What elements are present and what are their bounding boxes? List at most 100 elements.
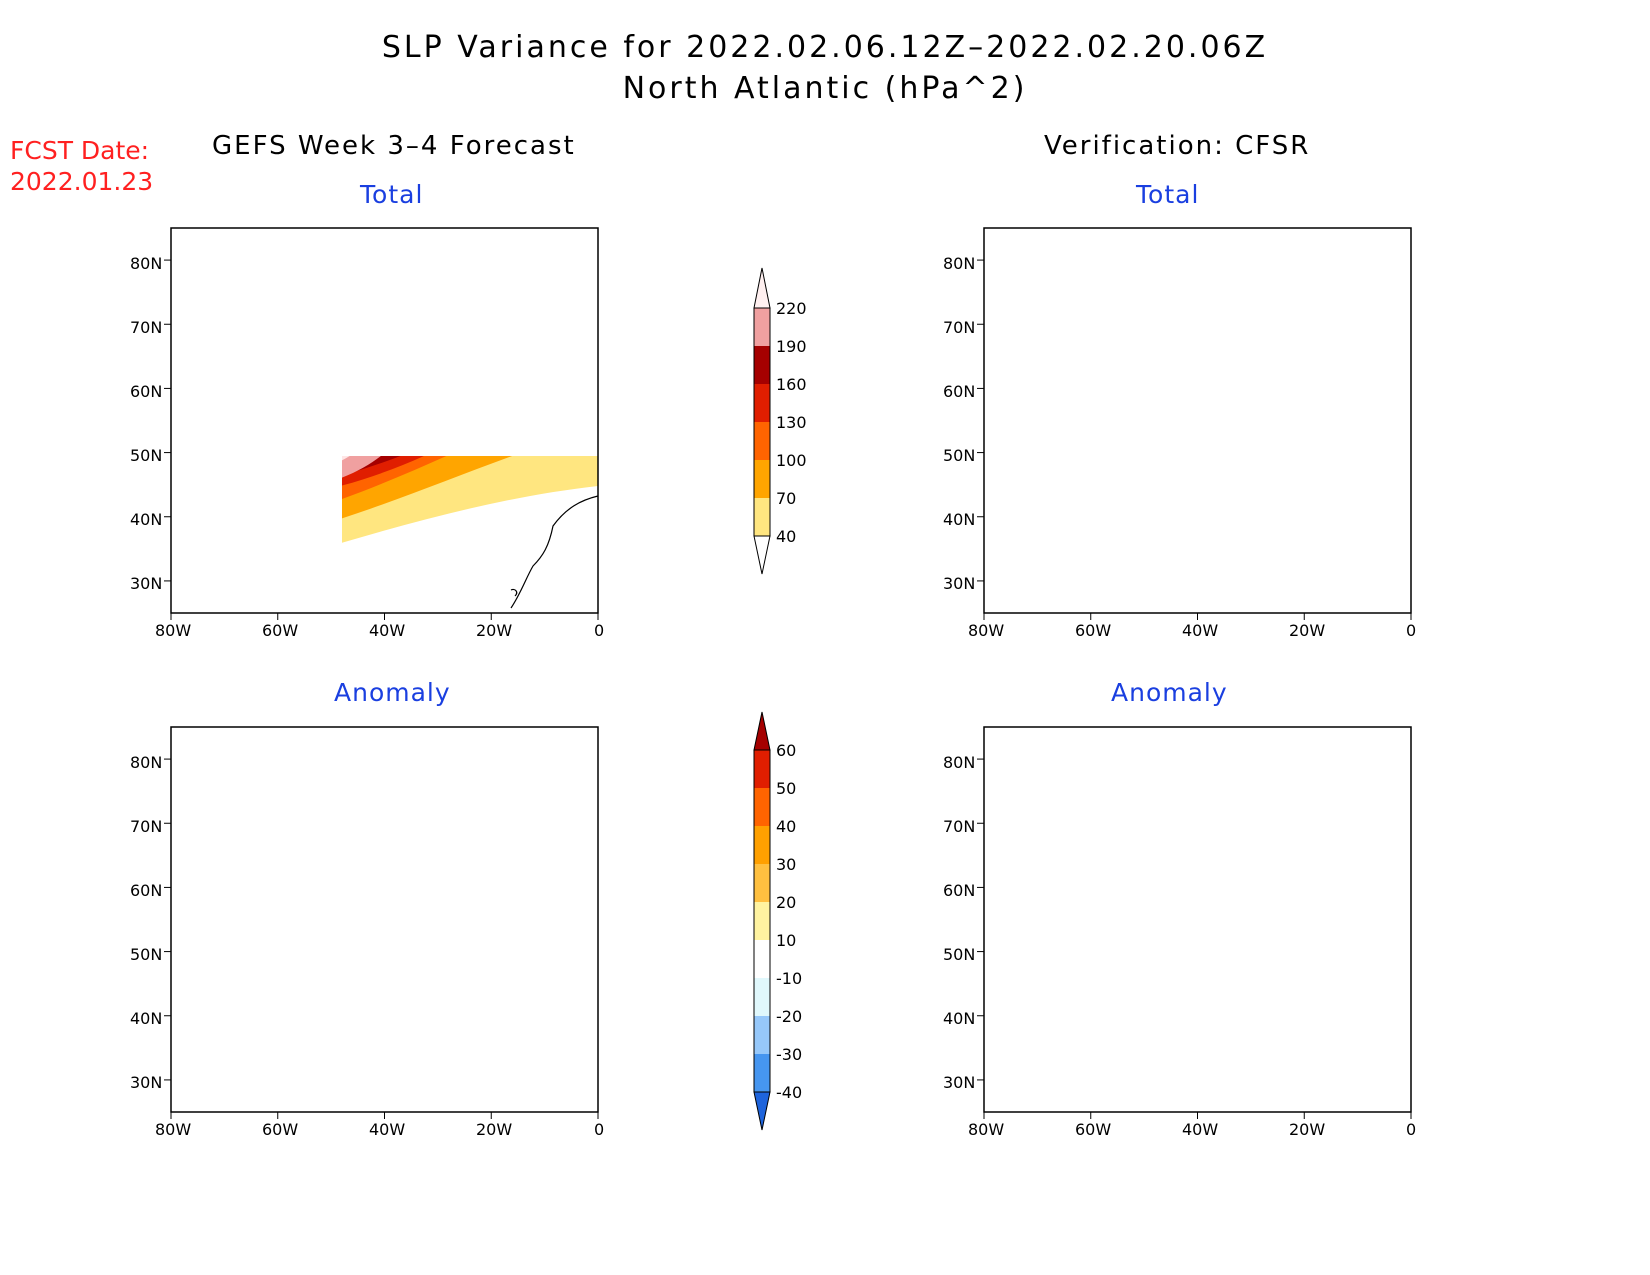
axes-labels: 80N 70N 60N 50N 40N 30N 80W 60W 40W 20W … <box>130 254 1416 1139</box>
lon-label: 80W <box>155 621 191 640</box>
lon-label: 20W <box>476 621 512 640</box>
lat-label: 80N <box>943 254 975 273</box>
lon-label: 60W <box>262 621 298 640</box>
lon-label: 0 <box>594 1120 604 1139</box>
total-colorbar-swatch <box>754 308 770 346</box>
lon-label: 40W <box>369 621 405 640</box>
lat-label: 50N <box>130 446 162 465</box>
anomaly-colorbar-swatch <box>754 750 770 788</box>
lon-label: 20W <box>476 1120 512 1139</box>
figure-title-line2: North Atlantic (hPa^2) <box>622 71 1028 106</box>
anomaly-colorbar-swatch <box>754 788 770 826</box>
anomaly-colorbar-label: 30 <box>776 855 796 874</box>
figure-title-line1: SLP Variance for 2022.02.06.12Z–2022.02.… <box>381 30 1269 65</box>
lon-label: 60W <box>1075 1120 1111 1139</box>
lat-label: 60N <box>130 881 162 900</box>
lat-label: 40N <box>130 510 162 529</box>
lon-label: 80W <box>968 1120 1004 1139</box>
lat-label: 50N <box>943 446 975 465</box>
total-colorbar-label: 160 <box>776 375 807 394</box>
lat-label: 70N <box>130 817 162 836</box>
right-column-heading: Verification: CFSR <box>1044 131 1311 161</box>
forecast-total-lat-labels: 80N 70N 60N 50N 40N 30N <box>130 254 162 593</box>
axis-ticks <box>164 259 1412 1119</box>
total-colorbar-label: 100 <box>776 451 807 470</box>
anomaly-colorbar-label: -20 <box>776 1007 802 1026</box>
lat-label: 30N <box>130 1073 162 1092</box>
total-colorbar-label: 190 <box>776 337 807 356</box>
lon-label: 40W <box>1182 621 1218 640</box>
lon-label: 40W <box>369 1120 405 1139</box>
forecast-anomaly-lat-labels: 80N 70N 60N 50N 40N 30N <box>130 753 162 1092</box>
forecast-anomaly-lon-labels: 80W 60W 40W 20W 0 <box>155 1120 604 1139</box>
lat-label: 70N <box>130 318 162 337</box>
lon-label: 0 <box>594 621 604 640</box>
lon-label: 0 <box>1406 621 1416 640</box>
lat-label: 70N <box>943 817 975 836</box>
total-colorbar-label: 220 <box>776 299 807 318</box>
lon-label: 80W <box>155 1120 191 1139</box>
anomaly-colorbar-label: -40 <box>776 1083 802 1102</box>
total-colorbar-swatch <box>754 422 770 460</box>
anomaly-colorbar-bottom-triangle <box>753 1091 771 1131</box>
anomaly-colorbar-label: 10 <box>776 931 796 950</box>
lon-label: 60W <box>1075 621 1111 640</box>
lat-label: 60N <box>943 881 975 900</box>
lon-label: 40W <box>1182 1120 1218 1139</box>
anomaly-colorbar-swatch <box>754 940 770 978</box>
verification-total-lon-labels: 80W 60W 40W 20W 0 <box>968 621 1416 640</box>
forecast-date: FCST Date: 2022.01.23 <box>10 135 153 197</box>
lat-label: 70N <box>943 318 975 337</box>
lon-label: 80W <box>968 621 1004 640</box>
total-colorbar-swatch <box>754 460 770 498</box>
anomaly-colorbar-label: 60 <box>776 741 796 760</box>
total-colorbar-swatch <box>754 498 770 536</box>
anomaly-colorbar-label: -10 <box>776 969 802 988</box>
lat-label: 40N <box>943 1009 975 1028</box>
lat-label: 50N <box>130 945 162 964</box>
lat-label: 40N <box>943 510 975 529</box>
anomaly-colorbar-label: 40 <box>776 817 796 836</box>
verification-anomaly-lon-labels: 80W 60W 40W 20W 0 <box>968 1120 1416 1139</box>
forecast-total-lon-labels: 80W 60W 40W 20W 0 <box>155 621 604 640</box>
anomaly-colorbar-swatch <box>754 978 770 1016</box>
lon-label: 20W <box>1289 1120 1325 1139</box>
lon-label: 60W <box>262 1120 298 1139</box>
lat-label: 60N <box>130 382 162 401</box>
lat-label: 50N <box>943 945 975 964</box>
forecast-date-label: FCST Date: <box>10 136 150 165</box>
lat-label: 30N <box>943 1073 975 1092</box>
total-colorbar-bottom-triangle <box>753 535 771 575</box>
anomaly-colorbar-swatch <box>754 1016 770 1054</box>
anomaly-colorbar-swatch <box>754 864 770 902</box>
total-colorbar-label: 40 <box>776 527 796 546</box>
lat-label: 40N <box>130 1009 162 1028</box>
lat-label: 80N <box>130 753 162 772</box>
anomaly-colorbar-label: -30 <box>776 1045 802 1064</box>
forecast-total-title: Total <box>360 180 424 209</box>
anomaly-colorbar-label: 20 <box>776 893 796 912</box>
verification-total-map <box>983 227 1412 614</box>
lat-label: 60N <box>943 382 975 401</box>
anomaly-colorbar-swatch <box>754 902 770 940</box>
anomaly-colorbar-swatch <box>754 1054 770 1092</box>
anomaly-colorbar: 60 50 40 30 20 10 -10 -20 -30 -40 <box>753 711 802 1131</box>
verification-anomaly-title: Anomaly <box>1111 678 1228 707</box>
anomaly-colorbar-swatch <box>754 826 770 864</box>
total-colorbar-swatch <box>754 346 770 384</box>
lat-label: 30N <box>130 574 162 593</box>
anomaly-colorbar-label: 50 <box>776 779 796 798</box>
left-column-heading: GEFS Week 3–4 Forecast <box>212 131 576 161</box>
total-colorbar-label: 70 <box>776 489 796 508</box>
verification-anomaly-lat-labels: 80N 70N 60N 50N 40N 30N <box>943 753 975 1092</box>
total-colorbar: 220 190 160 130 100 70 40 <box>753 267 807 575</box>
forecast-date-value: 2022.01.23 <box>10 167 154 196</box>
forecast-anomaly-map <box>170 726 599 1113</box>
forecast-anomaly-title: Anomaly <box>334 678 451 707</box>
verification-total-title: Total <box>1136 180 1200 209</box>
verification-total-lat-labels: 80N 70N 60N 50N 40N 30N <box>943 254 975 593</box>
lat-label: 80N <box>130 254 162 273</box>
verification-anomaly-map <box>983 726 1412 1113</box>
anomaly-colorbar-top-triangle <box>753 711 771 751</box>
